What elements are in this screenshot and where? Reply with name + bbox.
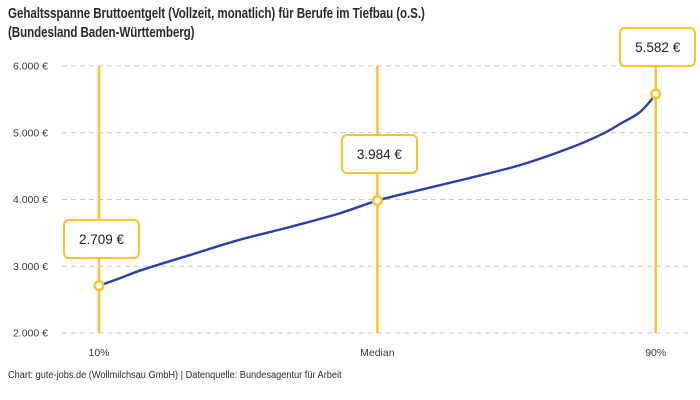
- data-point-marker[interactable]: [93, 280, 105, 292]
- y-tick-label: 2.000 €: [13, 328, 48, 340]
- chart-title: Gehaltsspanne Bruttoentgelt (Vollzeit, m…: [8, 5, 425, 42]
- salary-curve: [97, 92, 657, 287]
- data-point-marker[interactable]: [371, 195, 383, 207]
- chart-title-line1: Gehaltsspanne Bruttoentgelt (Vollzeit, m…: [8, 6, 425, 22]
- y-tick-label: 4.000 €: [13, 194, 48, 206]
- chart-footer: Chart: gute-jobs.de (Wollmilchsau GmbH) …: [8, 370, 342, 381]
- y-tick-label: 6.000 €: [13, 61, 48, 73]
- y-tick-label: 3.000 €: [13, 261, 48, 273]
- x-tick-label: 10%: [88, 347, 109, 359]
- value-label-10pct-text: 2.709 €: [78, 231, 125, 247]
- y-tick-label: 5.000 €: [13, 127, 48, 139]
- value-label-median-text: 3.984 €: [356, 146, 402, 162]
- x-tick-label: Median: [360, 347, 395, 359]
- value-label-median: 3.984 €: [340, 134, 418, 175]
- chart-title-line2: (Bundesland Baden-Württemberg): [8, 24, 195, 41]
- value-label-90pct: 5.582 €: [619, 27, 697, 68]
- value-label-10pct: 2.709 €: [63, 219, 140, 260]
- x-tick-label: 90%: [645, 347, 666, 359]
- value-label-90pct-text: 5.582 €: [635, 39, 681, 55]
- data-point-marker[interactable]: [650, 88, 662, 100]
